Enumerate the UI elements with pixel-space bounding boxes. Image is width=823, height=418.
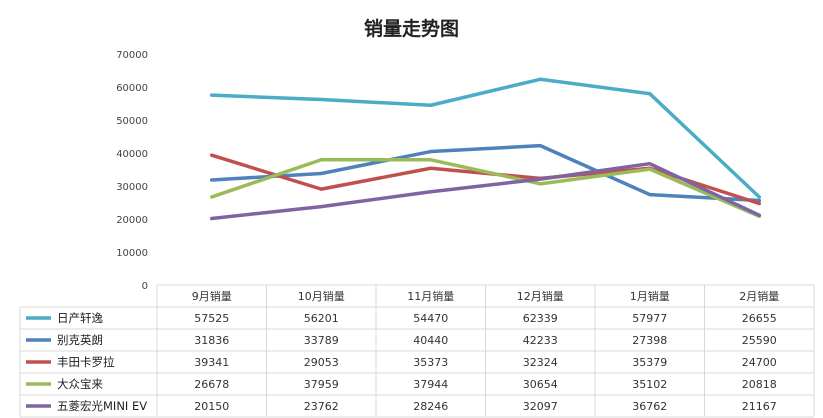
x-category-label: 9月销量 (192, 289, 232, 303)
data-cell: 54470 (413, 312, 448, 325)
y-tick-label: 50000 (116, 116, 148, 127)
data-cell: 37944 (413, 378, 448, 391)
data-cell: 20818 (742, 378, 777, 391)
data-cell: 28246 (413, 400, 448, 413)
data-point (429, 103, 433, 107)
data-point (319, 97, 323, 102)
data-cell: 57525 (194, 312, 229, 325)
data-cell: 62339 (523, 312, 558, 325)
data-point (210, 178, 214, 182)
data-cell: 25590 (742, 334, 777, 347)
data-cell: 35102 (632, 378, 667, 391)
data-point (210, 153, 214, 157)
data-point (538, 182, 542, 186)
y-tick-label: 0 (142, 281, 148, 292)
data-point (319, 171, 323, 176)
data-cell: 35373 (413, 356, 448, 369)
data-cell: 32324 (523, 356, 558, 369)
y-tick-label: 20000 (116, 215, 148, 226)
data-cell: 31836 (194, 334, 229, 347)
data-point (210, 216, 214, 221)
x-category-label: 11月销量 (407, 289, 454, 303)
data-point (319, 204, 323, 209)
data-point (757, 201, 761, 206)
data-point (757, 195, 761, 199)
series-line (210, 157, 761, 219)
series-line (210, 77, 761, 199)
data-cell: 24700 (742, 356, 777, 369)
data-cell: 35379 (632, 356, 667, 369)
chart-title: 销量走势图 (363, 18, 459, 40)
data-cell: 21167 (742, 400, 777, 413)
data-cell: 39341 (194, 356, 229, 369)
y-tick-label: 30000 (116, 182, 148, 193)
data-cell: 29053 (304, 356, 339, 369)
data-point (538, 144, 542, 148)
series-line (210, 143, 761, 203)
data-point (538, 77, 542, 81)
x-category-label: 10月销量 (298, 289, 345, 303)
data-cell: 30654 (523, 378, 558, 391)
data-cell: 26678 (194, 378, 229, 391)
data-point (648, 167, 652, 171)
x-category-label: 2月销量 (739, 289, 779, 303)
data-cell: 36762 (632, 400, 667, 413)
series-name: 别克英朗 (57, 333, 103, 347)
data-point (319, 158, 323, 162)
data-point (429, 149, 433, 154)
y-tick-label: 10000 (116, 248, 148, 259)
data-cell: 37959 (304, 378, 339, 391)
x-category-label: 12月销量 (517, 289, 564, 303)
data-point (757, 198, 761, 203)
data-cell: 23762 (304, 400, 339, 413)
data-cell: 27398 (632, 334, 667, 347)
data-cell: 42233 (523, 334, 558, 347)
data-point (429, 158, 433, 162)
y-tick-label: 40000 (116, 149, 148, 160)
data-point (210, 93, 214, 97)
data-point (429, 166, 433, 170)
data-cell: 56201 (304, 312, 339, 325)
data-cell: 40440 (413, 334, 448, 347)
data-point (648, 192, 652, 197)
series-name: 丰田卡罗拉 (57, 355, 115, 369)
data-point (429, 190, 433, 194)
y-tick-label: 70000 (116, 50, 148, 61)
series-line (210, 161, 761, 221)
data-point (648, 92, 652, 96)
x-category-label: 1月销量 (630, 289, 670, 303)
data-cell: 57977 (632, 312, 667, 325)
data-point (319, 187, 323, 191)
series-name: 五菱宏光MINI EV (57, 399, 147, 413)
data-point (757, 213, 761, 217)
data-cell: 32097 (523, 400, 558, 413)
data-cell: 33789 (304, 334, 339, 347)
data-point (648, 162, 652, 166)
series-name: 大众宝来 (57, 377, 103, 391)
data-point (538, 177, 542, 181)
data-cell: 26655 (742, 312, 777, 325)
data-cell: 20150 (194, 400, 229, 413)
y-tick-label: 60000 (116, 83, 148, 94)
data-point (210, 195, 214, 199)
series-name: 日产轩逸 (57, 311, 103, 325)
